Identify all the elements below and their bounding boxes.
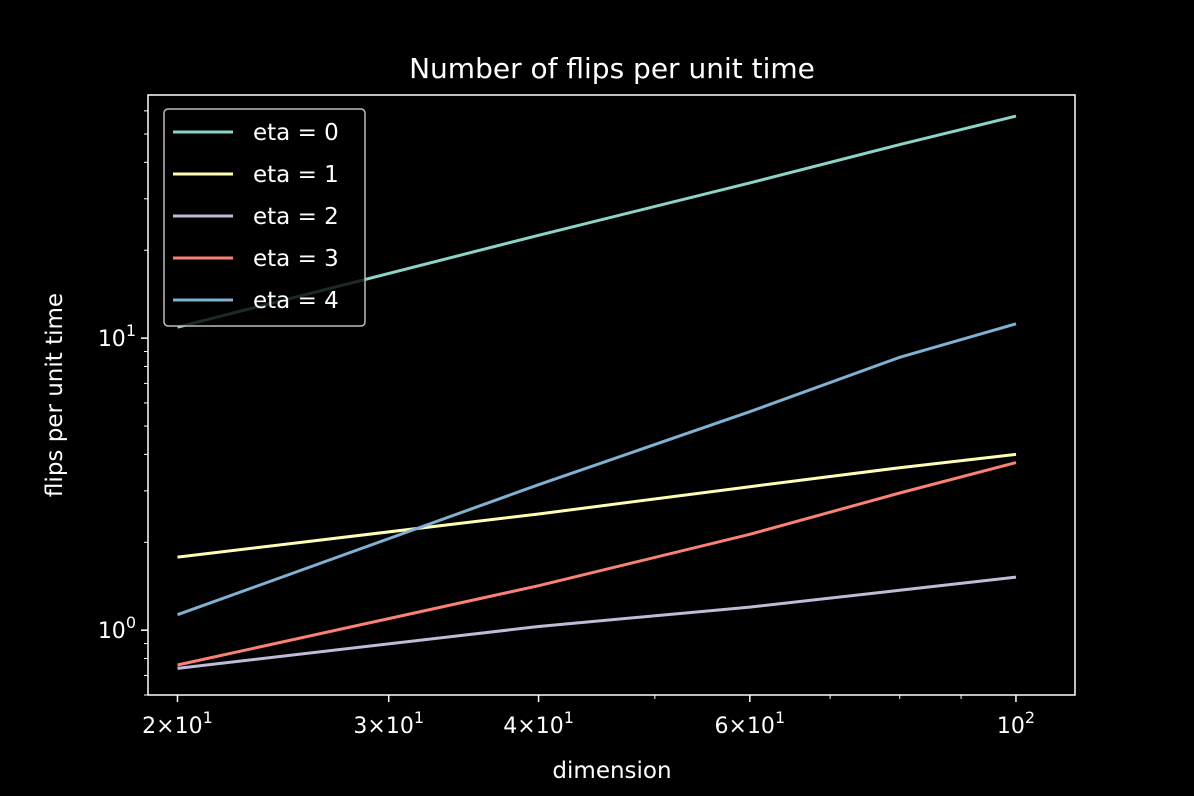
x-tick-label: 6×101 [715,708,786,739]
plot-frame [147,94,1076,696]
x-axis-label: dimension [552,758,671,784]
y-tick-label: 101 [98,321,136,352]
series-line-eta-1 [177,452,1017,559]
x-tick-label: 3×101 [353,708,424,739]
series-line-eta-0 [177,114,1017,329]
legend-box [163,108,366,327]
x-tick-label: 2×101 [142,708,213,739]
legend-entry-label: eta = 2 [253,204,339,230]
series-lines [176,114,1017,670]
legend-entry-label: eta = 4 [253,288,339,314]
x-axis-ticks: 2×101 3×101 4×101 6×101 102 [142,695,1035,739]
legend-entry-label: eta = 1 [253,162,339,188]
series-line-eta-2 [177,575,1017,670]
minor-ticks [144,110,962,699]
chart-title: Number of flips per unit time [409,52,815,85]
y-tick-label: 100 [98,613,136,644]
series-line-eta-3 [177,461,1017,667]
y-axis-label: flips per unit time [42,293,68,497]
series-line-eta-4 [176,322,1017,617]
legend: eta = 0 eta = 1 eta = 2 eta = 3 eta = 4 [163,108,366,327]
x-tick-label: 102 [997,708,1035,739]
x-tick-label: 4×101 [503,708,574,739]
legend-entry-label: eta = 0 [253,120,339,146]
legend-entry-label: eta = 3 [253,246,339,272]
y-axis-ticks: 100 101 [98,321,148,644]
